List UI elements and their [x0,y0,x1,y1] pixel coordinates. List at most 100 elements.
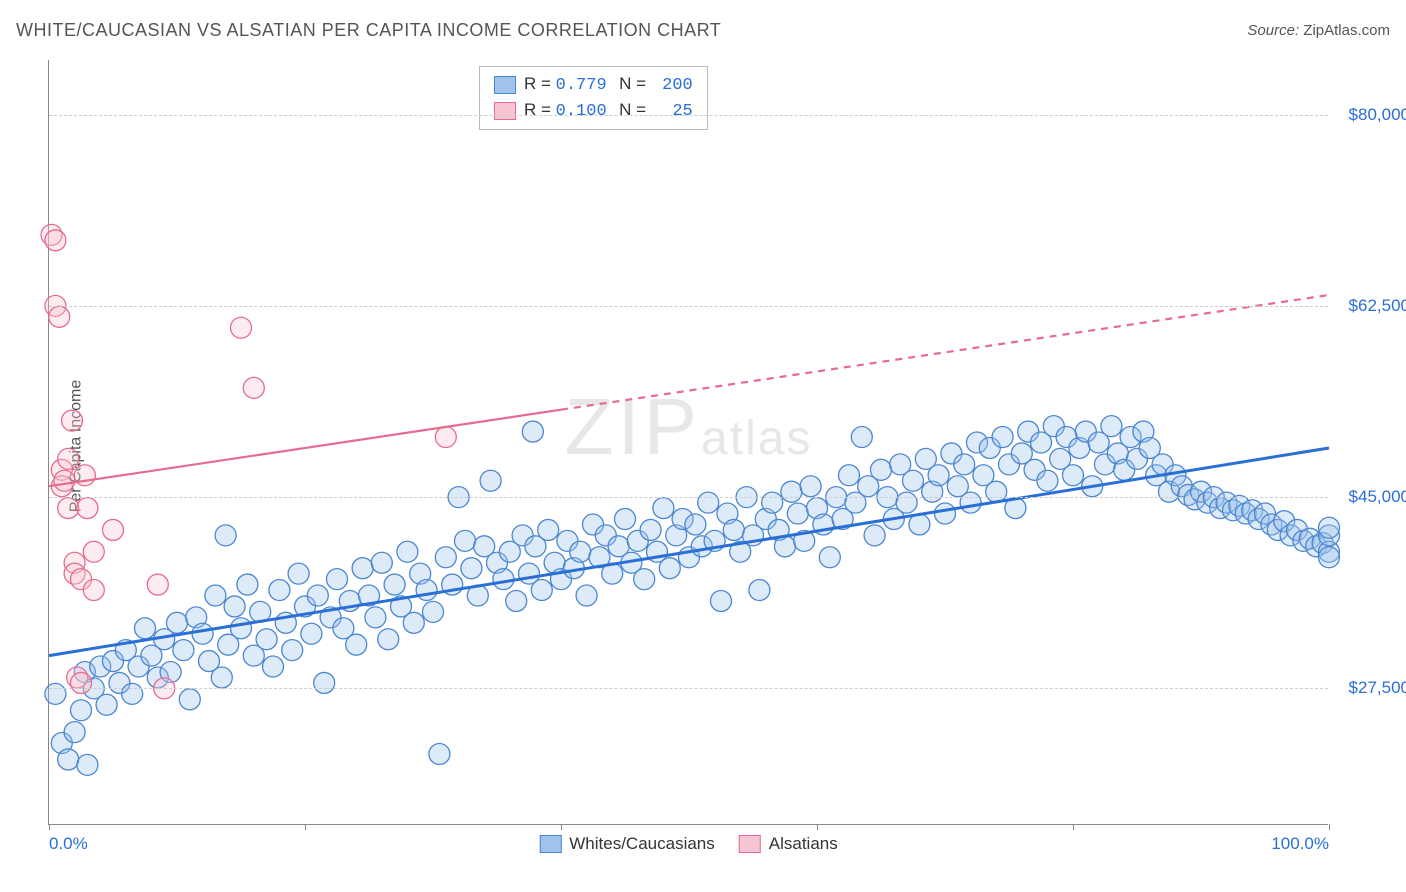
scatter-point [365,607,386,628]
scatter-point [781,481,802,502]
scatter-point [77,754,98,775]
scatter-point [1319,517,1340,538]
scatter-point [378,629,399,650]
scatter-point [243,377,264,398]
legend-swatch [539,835,561,853]
scatter-point [96,694,117,715]
scatter-point [493,569,514,590]
legend-stats: R = 0.779 N = 200R = 0.100 N = 25 [479,66,708,130]
legend-series-item: Whites/Caucasians [539,834,715,854]
legend-series-label: Alsatians [769,834,838,854]
scatter-point [173,640,194,661]
scatter-point [71,700,92,721]
scatter-point [531,580,552,601]
chart-plot-area: ZIPatlas R = 0.779 N = 200R = 0.100 N = … [48,60,1328,825]
scatter-point [640,519,661,540]
scatter-point [192,623,213,644]
scatter-point [314,672,335,693]
source-label: Source: [1247,22,1299,39]
scatter-point [77,498,98,519]
plot-svg [49,60,1328,824]
scatter-point [83,541,104,562]
scatter-point [749,580,770,601]
scatter-point [231,618,252,639]
scatter-point [327,569,348,590]
scatter-point [269,580,290,601]
legend-swatch [494,76,516,94]
scatter-point [83,580,104,601]
scatter-point [455,530,476,551]
legend-stats-text: R = 0.100 N = 25 [524,98,693,124]
scatter-point [928,465,949,486]
scatter-point [653,498,674,519]
scatter-point [231,317,252,338]
scatter-point [480,470,501,491]
legend-stats-row: R = 0.100 N = 25 [494,98,693,124]
scatter-point [64,722,85,743]
scatter-point [954,454,975,475]
y-tick-label: $45,000 [1335,487,1406,507]
y-tick-label: $27,500 [1335,678,1406,698]
x-tick [1329,824,1330,830]
scatter-point [839,465,860,486]
scatter-point [935,503,956,524]
scatter-point [435,427,456,448]
scatter-point [506,590,527,611]
scatter-point [282,640,303,661]
scatter-point [423,601,444,622]
scatter-point [58,749,79,770]
scatter-point [256,629,277,650]
scatter-point [135,618,156,639]
scatter-point [685,514,706,535]
scatter-point [429,743,450,764]
scatter-point [634,569,655,590]
scatter-point [122,683,143,704]
scatter-point [71,672,92,693]
scatter-point [167,612,188,633]
scatter-point [49,306,70,327]
source-attribution: Source: ZipAtlas.com [1247,22,1390,39]
scatter-point [58,448,79,469]
scatter-point [54,470,75,491]
scatter-point [215,525,236,546]
x-tick [561,824,562,830]
scatter-point [307,585,328,606]
regression-line [49,448,1329,656]
scatter-point [205,585,226,606]
scatter-point [346,634,367,655]
scatter-point [570,541,591,562]
y-tick-label: $80,000 [1335,105,1406,125]
scatter-point [522,421,543,442]
scatter-point [371,552,392,573]
scatter-point [45,230,66,251]
scatter-point [896,492,917,513]
scatter-point [288,563,309,584]
scatter-point [301,623,322,644]
scatter-point [800,476,821,497]
chart-header: WHITE/CAUCASIAN VS ALSATIAN PER CAPITA I… [16,20,1390,41]
scatter-point [711,590,732,611]
scatter-point [1101,416,1122,437]
gridline [49,306,1328,307]
gridline [49,115,1328,116]
x-tick [49,824,50,830]
scatter-point [384,574,405,595]
scatter-point [903,470,924,491]
scatter-point [416,580,437,601]
scatter-point [1319,547,1340,568]
scatter-point [58,498,79,519]
scatter-point [576,585,597,606]
legend-swatch [494,102,516,120]
scatter-point [352,558,373,579]
legend-stats-row: R = 0.779 N = 200 [494,72,693,98]
scatter-point [147,574,168,595]
y-tick-label: $62,500 [1335,296,1406,316]
scatter-point [179,689,200,710]
scatter-point [211,667,232,688]
scatter-point [435,547,456,568]
legend-swatch [739,835,761,853]
scatter-point [397,541,418,562]
scatter-point [787,503,808,524]
x-tick [305,824,306,830]
scatter-point [986,481,1007,502]
